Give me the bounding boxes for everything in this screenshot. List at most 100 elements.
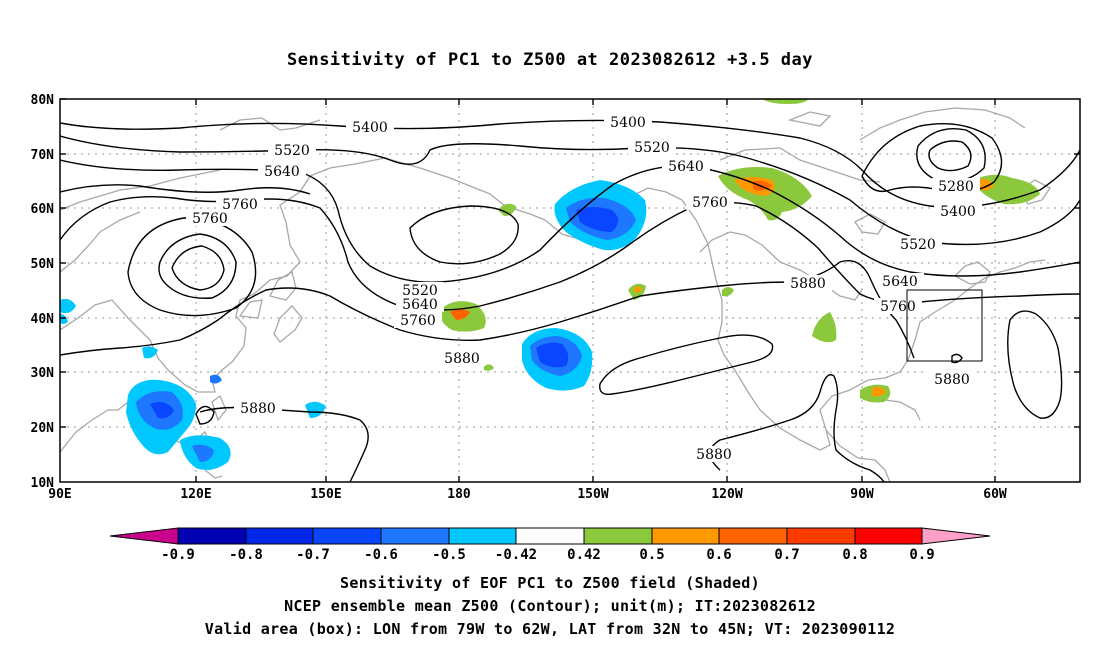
label-5880-e: 5880 [928,371,976,388]
label-5400-c: 5400 [934,203,982,220]
svg-text:5520: 5520 [634,140,670,156]
valid-area-box [906,289,983,362]
positive-area-small3 [634,286,642,293]
svg-text:5640: 5640 [402,297,438,313]
svg-text:5880: 5880 [240,401,276,417]
coastlines [60,107,1051,482]
colorbar-bin [583,527,653,545]
contour-5280 [861,123,1003,193]
label-5640-c: 5640 [396,296,444,313]
negative-area-small1 [142,346,158,359]
lon-labels: 90E 120E 150E 180 150W 120W 90W 60W [48,487,1007,502]
colorbar-bin [312,527,382,545]
svg-text:5760: 5760 [400,313,436,329]
label-5400-a: 5400 [346,119,394,136]
colorbar-under-arrow [109,527,179,545]
lat-labels: 80N 70N 60N 50N 40N 30N 20N 10N [31,93,55,491]
caption-valid-area: Valid area (box): LON from 79W to 62W, L… [204,620,896,638]
colorbar-bin [718,527,788,545]
contour-5280-inner1 [928,140,972,172]
colorbar-label: 0.8 [842,547,867,563]
lat-label: 50N [31,257,55,272]
negative-area-small4 [60,314,68,324]
positive-area-dateline-core [450,309,470,320]
colorbar-bin [245,527,314,545]
colorbar-labels: -0.9 -0.8 -0.7 -0.6 -0.5 -0.42 0.42 0.5 … [161,547,935,563]
contour-5880-americas [709,374,885,482]
colorbar-bin [380,527,450,545]
negative-area-philippines-core [192,444,214,462]
label-5520-a: 5520 [268,142,316,159]
colorbar-label: 0.6 [706,547,731,563]
lon-label: 120E [180,487,211,502]
label-5760-c: 5760 [686,194,734,211]
negative-area-small5 [210,374,222,384]
positive-area-small1 [498,203,516,216]
lon-label: 120W [711,487,742,502]
svg-text:5640: 5640 [668,159,704,175]
contour-labels: 5400 5400 5400 5520 5520 5520 5520 5640 … [186,114,982,463]
positive-area-gulf-core [872,386,886,397]
positive-area-small4 [722,287,734,297]
colorbar-over-arrow [921,527,991,545]
positive-area-mid-us [812,312,837,343]
chart-title: Sensitivity of PC1 to Z500 at 2023082612… [286,50,813,70]
axis-ticks [60,98,1080,482]
svg-text:5760: 5760 [222,197,258,213]
positive-area-small5 [484,364,494,371]
label-5520-c: 5520 [396,282,444,299]
contour-5280-inner2 [916,128,986,183]
svg-text:5880: 5880 [444,351,480,367]
colorbar-bin [515,527,585,545]
negative-area-small3 [60,298,76,314]
svg-text:5640: 5640 [264,164,300,180]
svg-text:5520: 5520 [900,237,936,253]
positive-area-top [762,99,808,104]
contour-5880-high-w2 [171,245,225,291]
svg-text:5880: 5880 [934,372,970,388]
label-5760-a: 5760 [216,196,264,213]
contour-5880-s2 [195,405,215,425]
svg-text:5760: 5760 [880,299,916,315]
lat-label: 10N [31,476,55,491]
label-5640-b: 5640 [662,158,710,175]
contour-5880-main [60,260,915,359]
svg-text:5880: 5880 [696,447,732,463]
colorbar-bin [786,527,856,545]
lon-label: 90W [850,487,874,502]
lat-label: 40N [31,312,55,327]
colorbar [109,527,991,545]
svg-text:5760: 5760 [692,195,728,211]
svg-text:5400: 5400 [940,204,976,220]
plot-frame [59,98,1081,483]
lon-label: 60W [983,487,1007,502]
label-5880-b: 5880 [784,275,832,292]
caption-shading: Sensitivity of EOF PC1 to Z500 field (Sh… [340,574,760,592]
svg-text:5400: 5400 [352,120,388,136]
colorbar-label: 0.9 [909,547,934,563]
label-5640-d: 5640 [876,273,924,290]
negative-area-small2 [305,401,326,418]
label-5280-a: 5280 [932,178,980,195]
negative-area-scs-inner [150,402,174,419]
colorbar-bin [854,527,923,545]
label-5880-c: 5880 [234,400,282,417]
label-5400-b: 5400 [604,114,652,131]
contour-5880-high-w3 [127,217,257,317]
label-5760-e: 5760 [874,298,922,315]
contour-5760-b [60,184,311,195]
lat-label: 30N [31,366,55,381]
label-5640-a: 5640 [258,163,306,180]
svg-text:5400: 5400 [610,115,646,131]
colorbar-bin [177,527,247,545]
caption-contour: NCEP ensemble mean Z500 (Contour); unit(… [284,597,816,615]
colorbar-label: -0.42 [495,547,537,563]
label-5760-b: 5760 [186,210,234,227]
label-5880-d: 5880 [690,446,738,463]
colorbar-bin [448,527,517,545]
svg-text:5520: 5520 [274,143,310,159]
contour-5880-high-w [158,233,237,299]
colorbar-label: -0.6 [364,547,398,563]
lon-label: 150W [577,487,608,502]
